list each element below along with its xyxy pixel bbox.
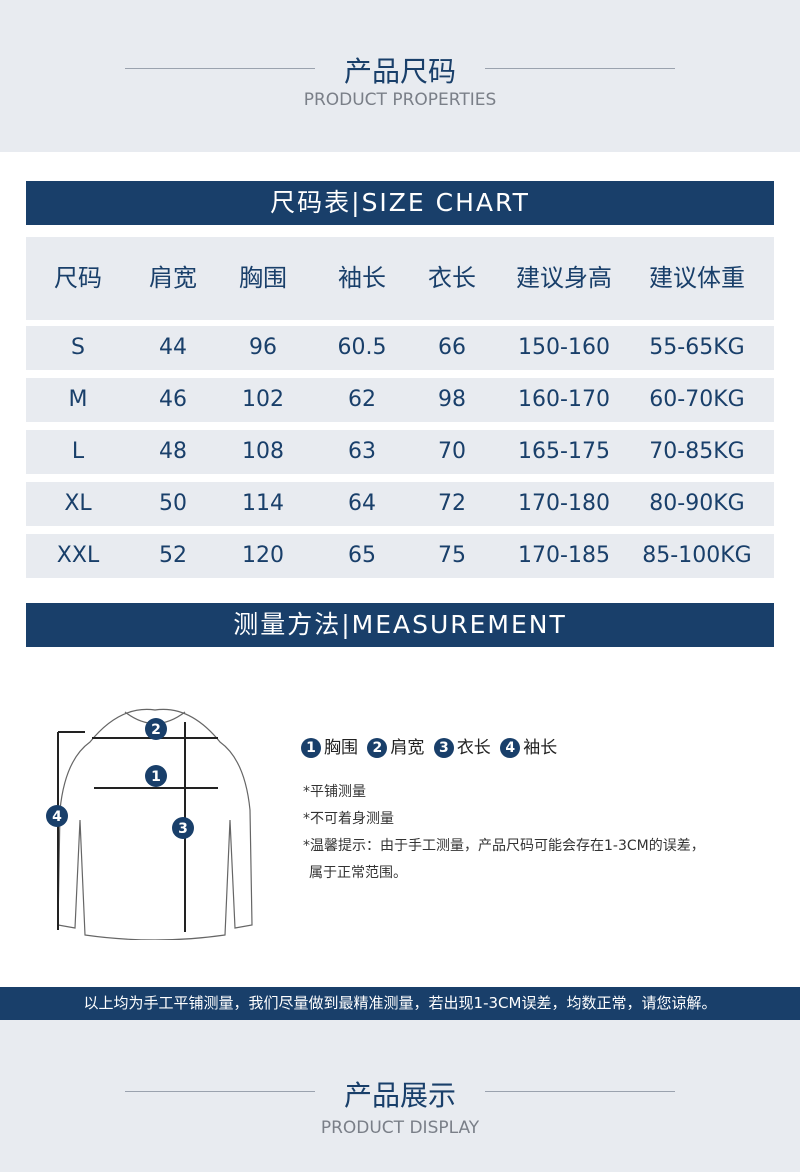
divider: [485, 1091, 675, 1092]
column-header: 胸围: [239, 264, 287, 292]
table-cell: 75: [438, 543, 466, 568]
table-cell: XL: [64, 491, 92, 516]
column-header: 肩宽: [149, 264, 197, 292]
measurement-legend: 1 胸围 2 肩宽 3 衣长 4 袖长: [301, 733, 557, 758]
table-cell: 66: [438, 335, 466, 360]
table-row: M 46 102 62 98 160-170 60-70KG: [26, 378, 774, 422]
note: *平铺测量: [303, 784, 366, 800]
table-cell: M: [68, 387, 88, 412]
section-title: 产品尺码: [343, 55, 456, 88]
section-subtitle: PRODUCT DISPLAY: [320, 1118, 480, 1138]
table-cell: 114: [242, 491, 284, 516]
marker-2: 2: [151, 722, 161, 738]
legend-item: 4 袖长: [500, 738, 557, 758]
measurement-title: 测量方法|MEASUREMENT: [26, 603, 774, 647]
table-cell: 80-90KG: [649, 491, 745, 516]
table-header: 尺码 肩宽 胸围 袖长 衣长 建议身高 建议体重: [26, 237, 774, 320]
table-cell: 70: [438, 439, 466, 464]
table-cell: 85-100KG: [642, 543, 752, 568]
table-cell: 52: [159, 543, 187, 568]
divider: [125, 68, 315, 69]
table-cell: 170-180: [518, 491, 610, 516]
column-header: 建议身高: [516, 264, 612, 292]
shirt-diagram: 2 1 3 4: [46, 708, 253, 940]
table-cell: 150-160: [518, 335, 610, 360]
size-chart-title: 尺码表|SIZE CHART: [26, 181, 774, 225]
marker-3: 3: [178, 821, 188, 837]
table-cell: 55-65KG: [649, 335, 745, 360]
table-cell: 48: [159, 439, 187, 464]
table-cell: 120: [242, 543, 284, 568]
table-cell: 72: [438, 491, 466, 516]
legend-item: 2 肩宽: [367, 738, 424, 758]
section-title: 产品展示: [343, 1079, 456, 1112]
table-cell: 160-170: [518, 387, 610, 412]
marker-1: 1: [151, 769, 161, 785]
table-cell: 60-70KG: [649, 387, 745, 412]
legend-item: 1 胸围: [301, 738, 358, 758]
legend-item: 3 衣长: [433, 738, 491, 758]
marker-4: 4: [52, 809, 62, 825]
table-cell: 64: [348, 491, 376, 516]
column-header: 建议体重: [649, 264, 745, 292]
table-row: XXL 52 120 65 75 170-185 85-100KG: [26, 534, 774, 578]
table-row: XL 50 114 64 72 170-180 80-90KG: [26, 482, 774, 526]
note: *温馨提示：由于手工测量，产品尺码可能会存在1-3CM的误差，: [303, 838, 705, 854]
table-cell: 98: [438, 387, 466, 412]
table-row: L 48 108 63 70 165-175 70-85KG: [26, 430, 774, 474]
table-cell: 70-85KG: [649, 439, 745, 464]
table-cell: 60.5: [337, 335, 387, 360]
column-header: 尺码: [54, 264, 102, 292]
footer-notice: 以上均为手工平铺测量，我们尽量做到最精准测量，若出现1-3CM误差，均数正常，请…: [0, 987, 800, 1020]
top-section: 产品尺码 PRODUCT PROPERTIES: [0, 0, 800, 152]
divider: [485, 68, 675, 69]
table-cell: 170-185: [518, 543, 610, 568]
note: 属于正常范围。: [309, 865, 407, 881]
table-cell: 50: [159, 491, 187, 516]
table-cell: 108: [242, 439, 284, 464]
table-cell: 62: [348, 387, 376, 412]
table-cell: L: [71, 439, 85, 464]
column-header: 袖长: [338, 264, 386, 292]
table-cell: S: [71, 335, 85, 360]
table-cell: XXL: [56, 543, 100, 568]
table-cell: 165-175: [518, 439, 610, 464]
note: *不可着身测量: [303, 811, 394, 827]
table-cell: 96: [249, 335, 277, 360]
column-header: 衣长: [428, 264, 476, 292]
divider: [125, 1091, 315, 1092]
table-cell: 44: [159, 335, 187, 360]
bottom-section: 产品展示 PRODUCT DISPLAY: [0, 1020, 800, 1172]
table-cell: 63: [348, 439, 376, 464]
table-cell: 102: [242, 387, 284, 412]
table-row: S 44 96 60.5 66 150-160 55-65KG: [26, 326, 774, 370]
table-cell: 65: [348, 543, 376, 568]
table-cell: 46: [159, 387, 187, 412]
section-subtitle: PRODUCT PROPERTIES: [303, 90, 497, 110]
